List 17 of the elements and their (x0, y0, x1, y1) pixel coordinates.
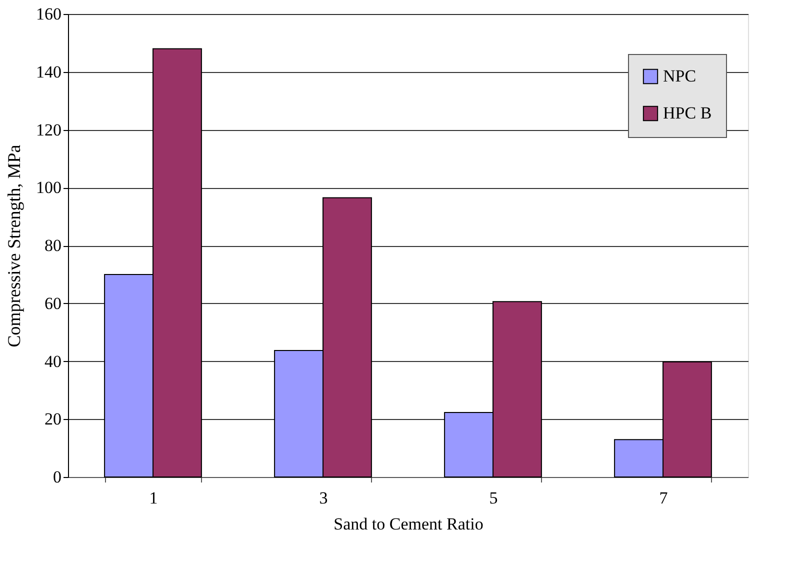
x-axis-title: Sand to Cement Ratio (334, 514, 484, 534)
x-tick-label: 7 (659, 488, 668, 508)
y-tick-label: 60 (44, 294, 62, 313)
x-tick-label: 1 (149, 488, 158, 508)
y-tick-label: 160 (36, 4, 62, 24)
x-tick-label: 5 (489, 488, 498, 508)
y-tick-label: 80 (44, 236, 62, 255)
y-tick-label: 0 (53, 468, 62, 486)
x-tick-label: 3 (319, 488, 328, 508)
legend-label: HPC B (663, 104, 712, 122)
y-tick-label: 100 (36, 178, 62, 198)
legend-label: NPC (663, 66, 696, 86)
y-tick-label: 120 (36, 120, 62, 140)
y-tick-label: 20 (44, 410, 62, 429)
y-axis-title: Compressive Strength, MPa (4, 144, 24, 348)
y-tick-label: 140 (36, 62, 62, 82)
y-tick-label: 40 (44, 352, 62, 371)
